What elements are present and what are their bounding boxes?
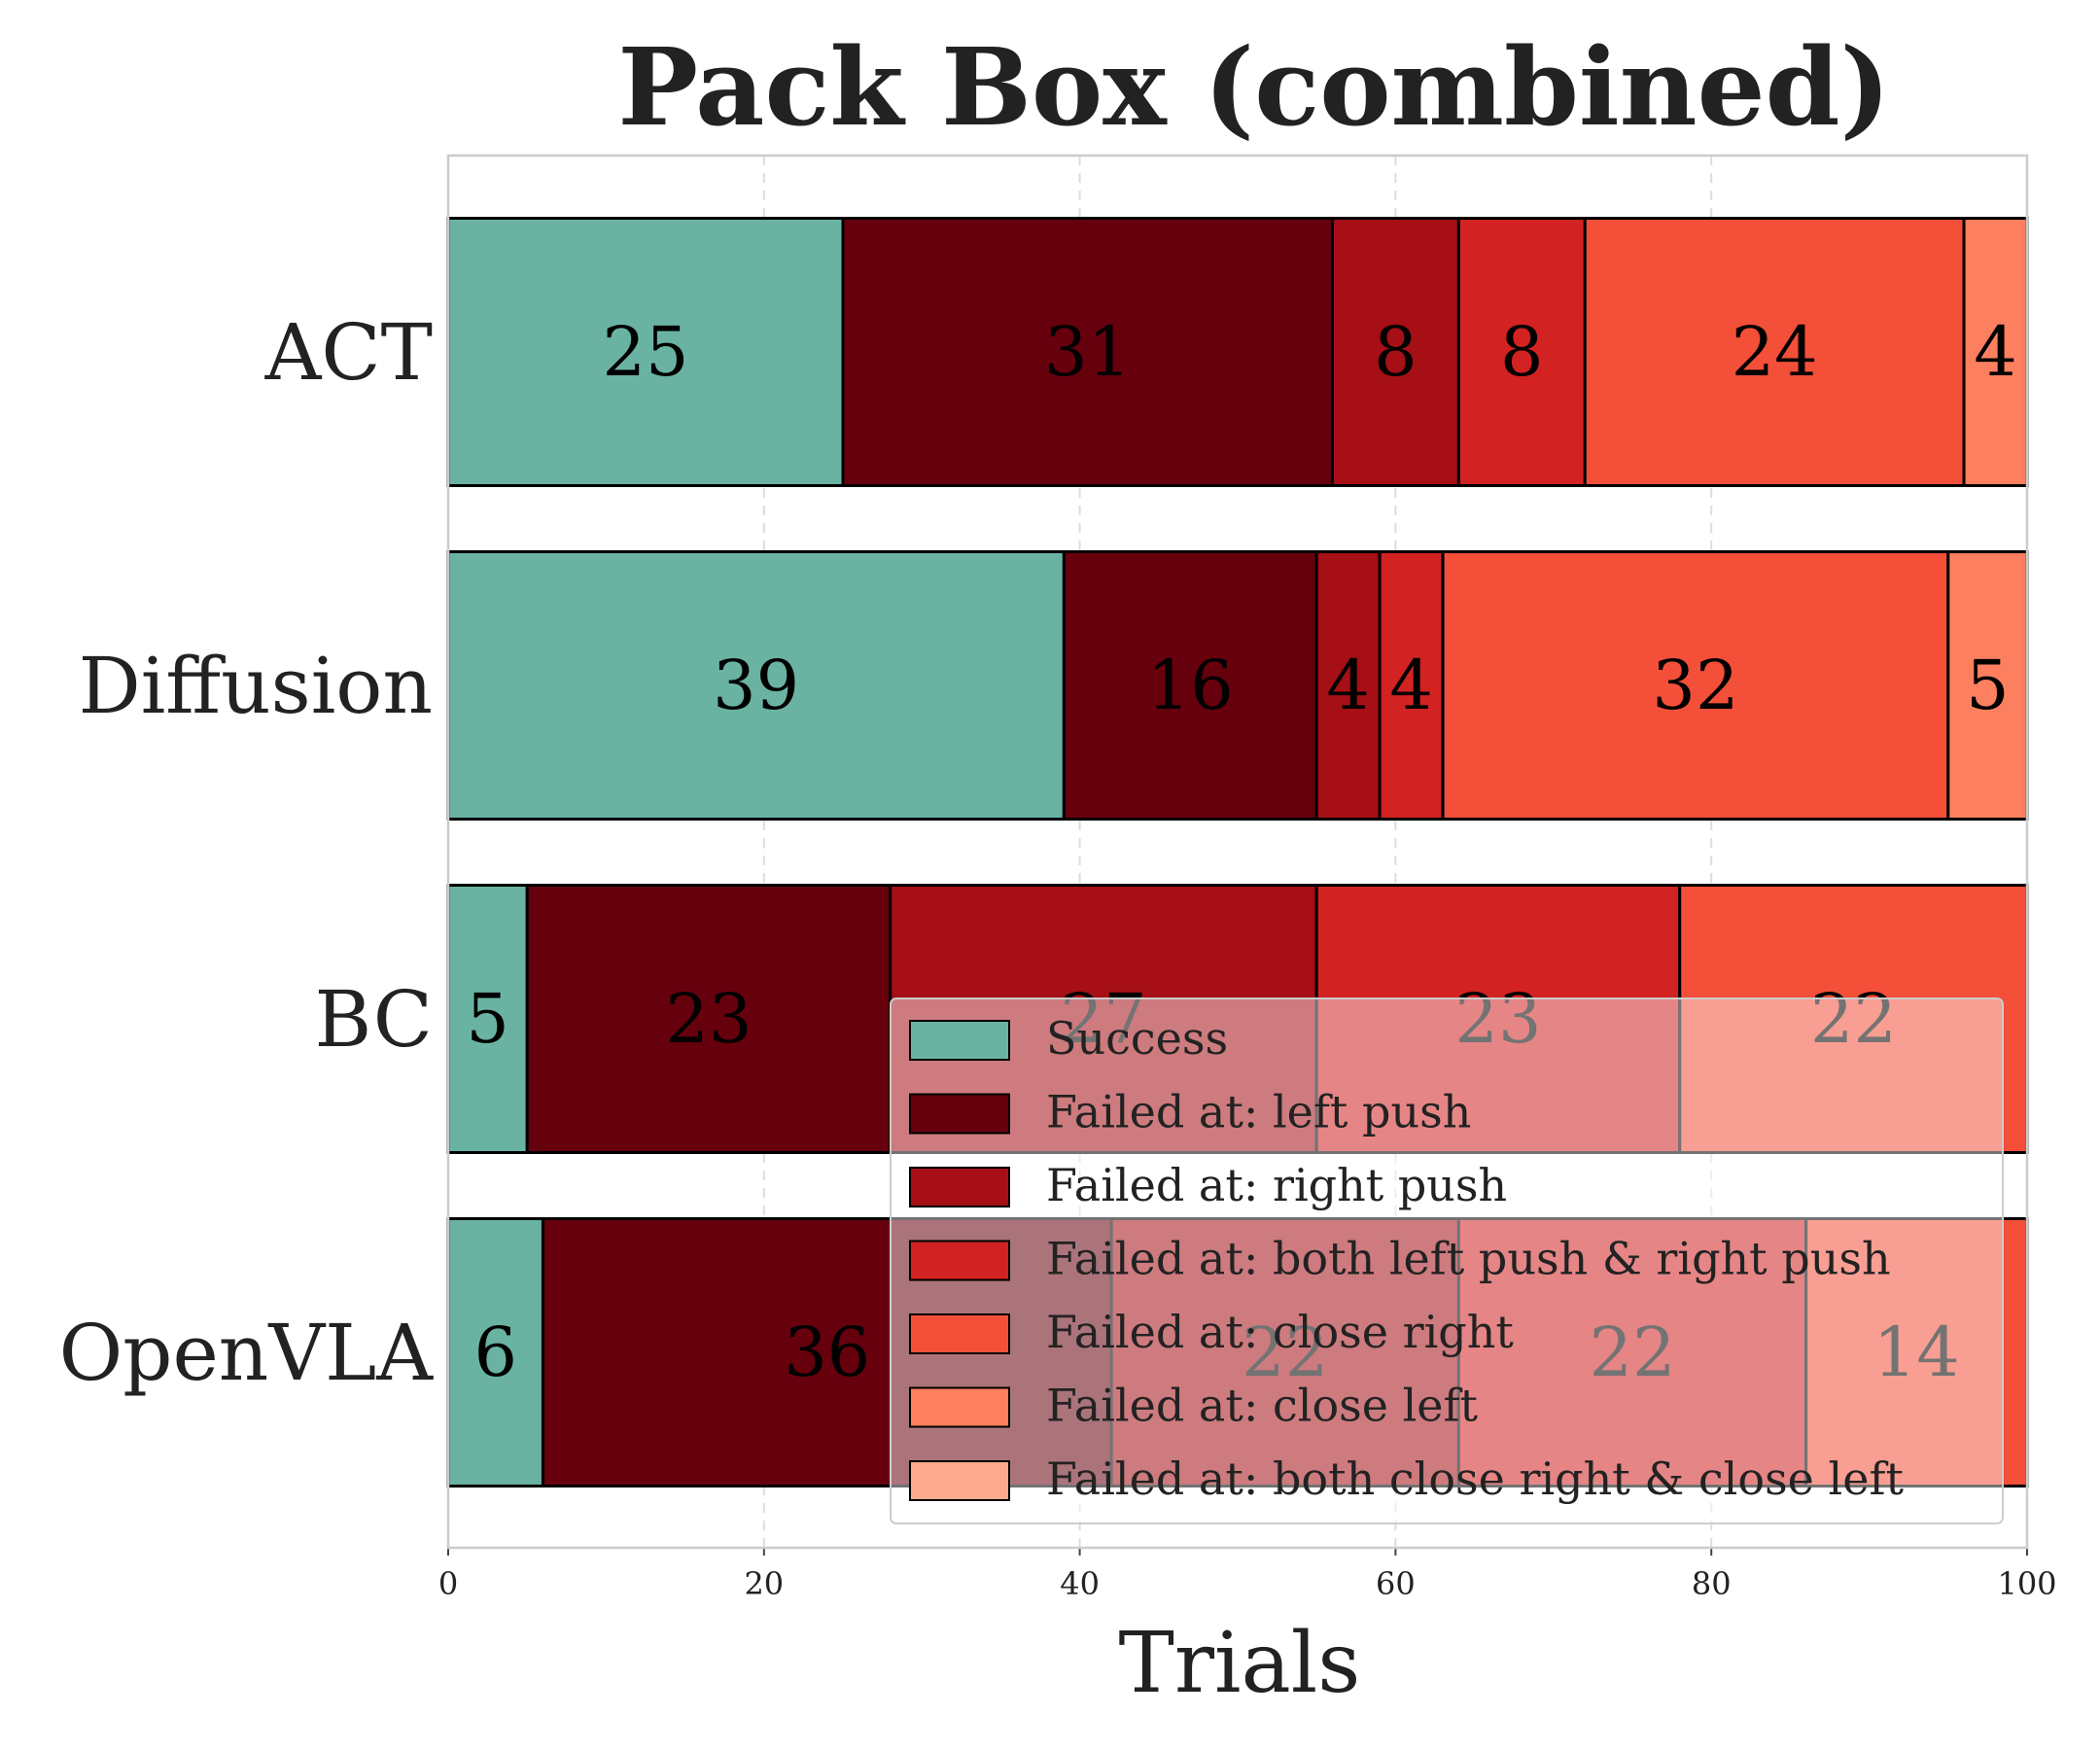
bar-diffusion-series-0: [446, 550, 1066, 821]
tick-label-0: 0: [438, 1565, 458, 1602]
legend-swatch-2: [909, 1167, 1010, 1208]
bar-label-diffusion-series-1: 16: [1147, 646, 1234, 725]
bars: 25 31 8 8 24 439 16 4 4 32 55 23 27 23 226 36 22 22 14: [446, 217, 2029, 1488]
legend-swatch-3: [909, 1240, 1010, 1281]
bar-label-bc-series-0: 5: [466, 979, 509, 1059]
tick-label-20: 20: [744, 1565, 784, 1602]
bar-act-series-3: [1456, 217, 1587, 487]
bar-diffusion-series-5: [1946, 550, 2029, 821]
legend-swatch-1: [909, 1093, 1010, 1135]
bar-label-act-series-2: 8: [1374, 312, 1418, 392]
bar-label-act-series-3: 8: [1500, 312, 1544, 392]
legend-label-4: Failed at: close right: [1046, 1306, 1514, 1358]
bar-openvla-series-3: [1456, 1217, 1808, 1488]
category-label-openvla: OpenVLA: [59, 1308, 435, 1398]
legend-label-6: Failed at: both close right & close left: [1046, 1452, 1904, 1505]
bar-act-series-0: [446, 217, 845, 487]
plot-frame: [446, 154, 2029, 1550]
bar-bc-series-1: [525, 884, 892, 1154]
bar-label-openvla-series-3: 22: [1589, 1312, 1675, 1392]
category-labels: ACT Diffusion BC OpenVLA: [59, 307, 435, 1398]
x-ticks: 0 20 40 60 80 100: [438, 1548, 2057, 1602]
chart-title: Pack Box (combined): [617, 24, 1890, 150]
category-label-bc: BC: [315, 974, 433, 1065]
bar-label-act-series-0: 25: [602, 312, 688, 392]
bar-label-bc-series-2: 27: [1060, 979, 1146, 1059]
bar-act-series-1: [841, 217, 1334, 487]
bar-act-series-2: [1330, 217, 1460, 487]
legend-swatch-0: [909, 1020, 1010, 1061]
bar-label-bc-series-3: 23: [1454, 979, 1541, 1059]
legend-label-2: Failed at: right push: [1046, 1159, 1507, 1211]
bar-openvla-series-0: [446, 1217, 544, 1488]
bar-label-openvla-series-4: 14: [1873, 1312, 1960, 1392]
bar-diffusion-series-1: [1062, 550, 1318, 821]
bar-act-series-4: [1583, 217, 1966, 487]
bar-label-openvla-series-0: 6: [473, 1312, 517, 1392]
bar-label-openvla-series-2: 22: [1242, 1312, 1328, 1392]
bar-label-openvla-series-1: 36: [784, 1312, 870, 1392]
legend-box: [890, 998, 2004, 1524]
legend-label-0: Success: [1046, 1012, 1228, 1065]
bar-openvla-series-2: [1109, 1217, 1460, 1488]
bar-label-act-series-1: 31: [1044, 312, 1131, 392]
legend-label-3: Failed at: both left push & right push: [1046, 1233, 1891, 1285]
bar-bc-series-0: [446, 884, 529, 1154]
legend: Success Failed at: left push Failed at: ri…: [890, 998, 2004, 1524]
x-axis-label: Trials: [1119, 1615, 1361, 1712]
tick-label-60: 60: [1376, 1565, 1416, 1602]
bar-openvla-series-1: [541, 1217, 1113, 1488]
bar-diffusion-series-4: [1441, 550, 1950, 821]
bar-label-diffusion-series-0: 39: [713, 646, 799, 725]
bar-label-act-series-5: 4: [1974, 312, 2017, 392]
category-label-diffusion: Diffusion: [79, 641, 433, 731]
tick-label-40: 40: [1060, 1565, 1100, 1602]
legend-label-1: Failed at: left push: [1046, 1086, 1471, 1138]
tick-label-80: 80: [1692, 1565, 1732, 1602]
bar-label-bc-series-1: 23: [665, 979, 752, 1059]
bar-label-bc-series-4: 22: [1810, 979, 1897, 1059]
bar-bc-series-3: [1314, 884, 1682, 1154]
legend-swatch-6: [909, 1460, 1010, 1501]
bar-openvla-series-4: [1804, 1217, 2029, 1488]
legend-label-5: Failed at: close left: [1046, 1380, 1479, 1432]
category-label-act: ACT: [264, 307, 433, 398]
bar-label-diffusion-series-5: 5: [1966, 646, 2010, 725]
bar-label-diffusion-series-3: 4: [1389, 646, 1433, 725]
tick-label-100: 100: [1997, 1565, 2056, 1602]
bar-diffusion-series-3: [1378, 550, 1445, 821]
legend-swatch-4: [909, 1313, 1010, 1354]
bar-label-diffusion-series-4: 32: [1652, 646, 1738, 725]
legend-swatch-5: [909, 1386, 1010, 1428]
bar-label-act-series-4: 24: [1732, 312, 1818, 392]
bar-label-diffusion-series-2: 4: [1326, 646, 1370, 725]
